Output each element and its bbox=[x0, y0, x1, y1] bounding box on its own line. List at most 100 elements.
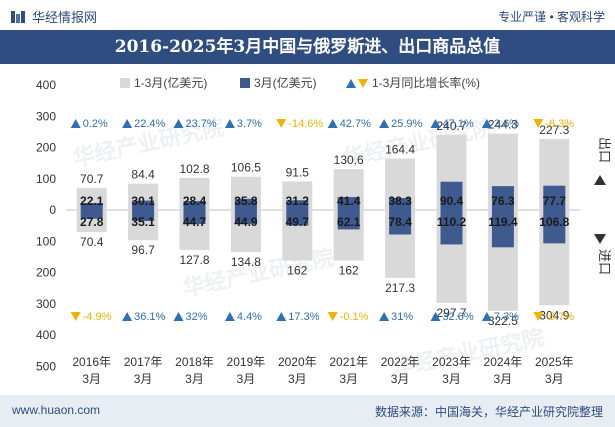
legend-growth-down-icon bbox=[358, 79, 368, 88]
brand-logo-icon bbox=[11, 10, 25, 23]
chart-title: 2016-2025年3月中国与俄罗斯进、出口商品总值 bbox=[114, 37, 501, 57]
data-label-import-month: 44.7 bbox=[183, 215, 207, 229]
footer: www.huaon.com 数据来源：中国海关，华经产业研究院整理 bbox=[0, 395, 615, 427]
data-label-export-month: 22.1 bbox=[80, 194, 104, 208]
growth-label-export: -6.3% bbox=[545, 118, 574, 130]
growth-up-icon bbox=[173, 119, 184, 128]
data-label-export-month: 30.1 bbox=[131, 194, 155, 208]
legend-label-cumulative: 1-3月(亿美元) bbox=[134, 75, 207, 90]
growth-down-icon bbox=[276, 119, 287, 128]
growth-up-icon bbox=[481, 119, 492, 128]
growth-label-export: 25.9% bbox=[391, 118, 422, 130]
footer-url: www.huaon.com bbox=[12, 403, 101, 417]
data-label-export-cumulative: 102.8 bbox=[179, 162, 209, 176]
data-label-export-month: 77.7 bbox=[543, 194, 567, 208]
x-tick-label-month: 3月 bbox=[494, 372, 513, 386]
data-label-import-month: 49.7 bbox=[286, 215, 310, 229]
y-tick-label: 500 bbox=[36, 359, 56, 373]
data-label-import-cumulative: 96.7 bbox=[131, 243, 155, 257]
bar-month bbox=[491, 186, 514, 248]
data-label-export-month: 35.8 bbox=[234, 194, 258, 208]
growth-label-import: -4.9% bbox=[83, 311, 112, 323]
x-tick-label-month: 3月 bbox=[442, 372, 461, 386]
growth-up-icon bbox=[430, 312, 441, 321]
y-tick-label: 0 bbox=[49, 203, 56, 217]
growth-up-icon bbox=[122, 312, 133, 321]
data-label-import-month: 78.4 bbox=[388, 215, 412, 229]
growth-label-import: -6.7% bbox=[545, 311, 574, 323]
y-tick-label: 400 bbox=[36, 328, 56, 342]
y-tick-label: 100 bbox=[36, 172, 56, 186]
slogan: 专业严谨 • 客观科学 bbox=[498, 10, 605, 24]
growth-up-icon bbox=[224, 119, 235, 128]
data-label-import-cumulative: 217.3 bbox=[385, 281, 415, 295]
x-tick-label-month: 3月 bbox=[391, 372, 410, 386]
data-label-import-cumulative: 134.8 bbox=[231, 255, 261, 269]
footer-source: 数据来源：中国海关，华经产业研究院整理 bbox=[374, 405, 603, 419]
x-tick-label-year: 2020年 bbox=[278, 355, 317, 369]
growth-label-export: 2.6% bbox=[494, 118, 519, 130]
y-tick-label: 200 bbox=[36, 266, 56, 280]
growth-up-icon bbox=[224, 312, 235, 321]
legend-label-growth: 1-3月同比增长率(%) bbox=[372, 75, 480, 90]
data-label-export-cumulative: 84.4 bbox=[131, 168, 155, 182]
data-label-export-month: 28.4 bbox=[183, 194, 207, 208]
x-tick-label-month: 3月 bbox=[288, 372, 307, 386]
growth-down-icon bbox=[533, 119, 544, 128]
data-label-export-cumulative: 227.3 bbox=[539, 123, 569, 137]
title-bar: 2016-2025年3月中国与俄罗斯进、出口商品总值 bbox=[0, 30, 615, 64]
growth-up-icon bbox=[327, 119, 338, 128]
data-label-import-cumulative: 162 bbox=[339, 264, 359, 278]
y-tick-label: 300 bbox=[36, 109, 56, 123]
data-label-import-month: 106.8 bbox=[539, 215, 569, 229]
data-label-export-cumulative: 244.3 bbox=[488, 118, 518, 132]
x-tick-label-year: 2022年 bbox=[381, 355, 420, 369]
growth-label-import: 17.3% bbox=[288, 311, 319, 323]
x-tick-label-year: 2024年 bbox=[484, 355, 523, 369]
growth-label-export: 23.7% bbox=[186, 118, 217, 130]
growth-up-icon bbox=[481, 312, 492, 321]
growth-label-import: 4.4% bbox=[237, 311, 262, 323]
y-tick-label: 300 bbox=[36, 297, 56, 311]
x-tick-label-year: 2017年 bbox=[124, 355, 163, 369]
x-tick-label-month: 3月 bbox=[237, 372, 256, 386]
bar-month bbox=[543, 185, 566, 244]
data-label-export-month: 38.3 bbox=[388, 194, 412, 208]
growth-label-export: 0.2% bbox=[83, 118, 108, 130]
data-label-export-cumulative: 164.4 bbox=[385, 143, 415, 157]
x-tick-label-year: 2021年 bbox=[329, 355, 368, 369]
data-label-import-month: 35.1 bbox=[131, 215, 155, 229]
bar-month bbox=[183, 201, 206, 224]
growth-up-icon bbox=[379, 119, 390, 128]
growth-up-icon bbox=[379, 312, 390, 321]
legend-swatch-month bbox=[240, 78, 250, 88]
side-label-export: 出口 bbox=[597, 137, 612, 163]
x-tick-label-year: 2023年 bbox=[432, 355, 471, 369]
growth-label-import: 36.1% bbox=[134, 311, 165, 323]
data-label-export-cumulative: 130.6 bbox=[334, 153, 364, 167]
bar-month bbox=[389, 198, 412, 235]
data-label-import-month: 62.1 bbox=[337, 215, 361, 229]
y-tick-label: 200 bbox=[36, 141, 56, 155]
growth-label-import: 31% bbox=[391, 311, 413, 323]
data-label-import-month: 119.4 bbox=[488, 215, 518, 229]
growth-label-import: 7.3% bbox=[494, 311, 519, 323]
data-label-import-cumulative: 70.4 bbox=[80, 235, 104, 249]
data-label-export-cumulative: 91.5 bbox=[286, 165, 310, 179]
bar-month bbox=[80, 203, 103, 219]
growth-label-export: 22.4% bbox=[134, 118, 165, 130]
growth-up-icon bbox=[276, 312, 287, 321]
x-tick-label-year: 2018年 bbox=[175, 355, 214, 369]
bar-month bbox=[286, 200, 309, 226]
growth-down-icon bbox=[70, 312, 81, 321]
data-label-export-month: 41.4 bbox=[337, 194, 361, 208]
growth-up-icon bbox=[70, 119, 81, 128]
growth-down-icon bbox=[533, 312, 544, 321]
data-label-export-month: 31.2 bbox=[286, 194, 310, 208]
side-label-import: 进口 bbox=[597, 249, 612, 275]
growth-label-export: -14.6% bbox=[288, 118, 323, 130]
legend-swatch-cumulative bbox=[120, 78, 130, 88]
watermark-text: 华经产业研究院 bbox=[391, 324, 547, 380]
growth-label-export: 42.7% bbox=[340, 118, 371, 130]
